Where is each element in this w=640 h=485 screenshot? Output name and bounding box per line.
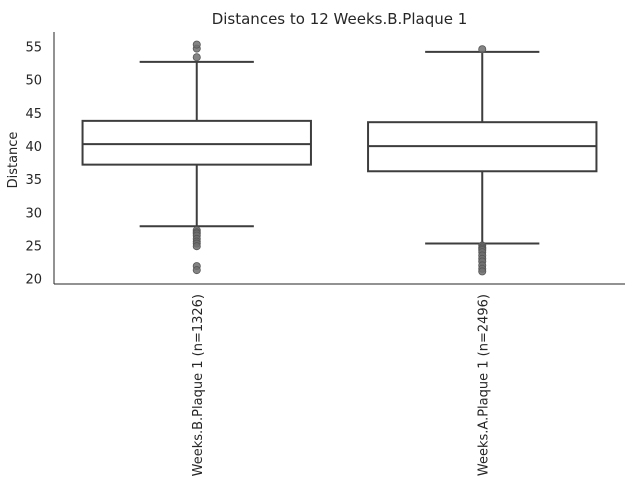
outlier-point — [192, 40, 201, 49]
y-tick-label: 30 — [25, 206, 42, 221]
outlier-point — [192, 242, 201, 251]
chart-title: Distances to 12 Weeks.B.Plaque 1 — [212, 10, 468, 28]
x-category-labels: 12 Weeks.B.Plaque 1 (n=1326) 12 Weeks.A.P… — [191, 294, 492, 485]
y-tick-label: 45 — [25, 107, 42, 122]
y-tick-label: 25 — [25, 240, 42, 255]
outlier-point — [478, 45, 487, 54]
y-tick-label: 55 — [25, 41, 42, 56]
y-tick-label: 50 — [25, 74, 42, 89]
x-category-label: 12 Weeks.B.Plaque 1 (n=1326) — [191, 294, 206, 480]
box-group — [81, 40, 312, 275]
box-iqr — [81, 119, 312, 166]
outlier-point — [478, 267, 487, 276]
y-tick-label: 35 — [25, 173, 42, 188]
x-category-label: 12 Weeks.A.Plaque 1 (n=2496) — [476, 294, 491, 480]
outlier-point — [192, 53, 201, 62]
y-tick-label: 20 — [25, 273, 42, 288]
y-ticks: 20 25 30 35 40 45 50 55 — [25, 41, 42, 288]
y-axis-label: Distance — [6, 132, 21, 189]
outlier-point — [192, 266, 201, 275]
y-tick-label: 40 — [25, 140, 42, 155]
chart-marks — [81, 40, 598, 276]
box-group — [367, 45, 598, 276]
